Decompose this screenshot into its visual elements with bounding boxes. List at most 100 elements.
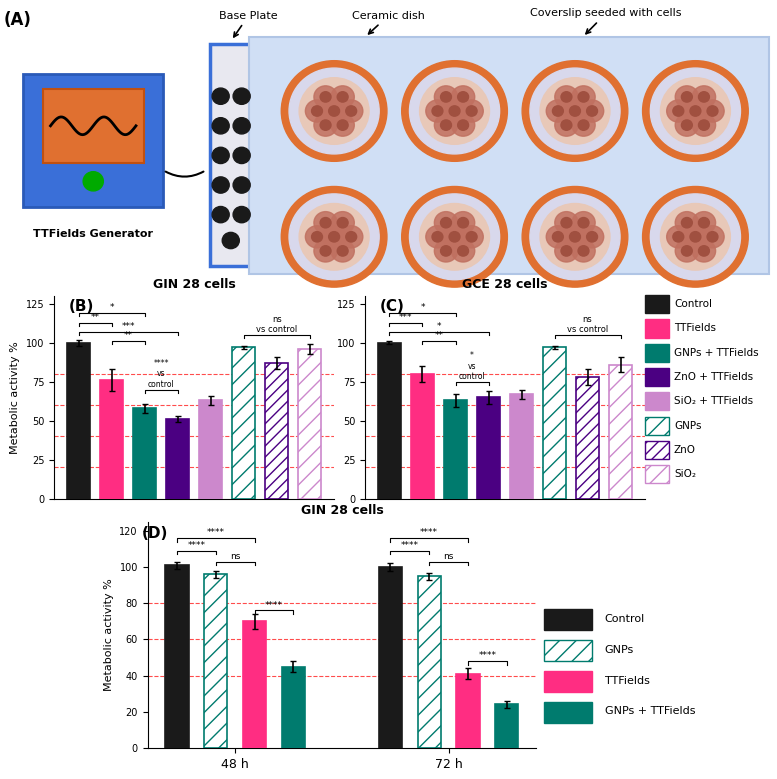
Bar [510,394,533,499]
Circle shape [337,217,348,228]
Circle shape [451,212,475,234]
Text: *: * [437,322,441,331]
FancyBboxPatch shape [645,368,669,386]
Circle shape [643,61,748,161]
Text: ****: **** [479,651,497,660]
Text: TTFields: TTFields [674,323,716,333]
Text: **: ** [91,312,99,322]
Circle shape [522,61,628,161]
Circle shape [530,194,620,280]
Circle shape [555,114,578,136]
Circle shape [555,240,578,262]
Circle shape [530,68,620,154]
Circle shape [692,240,716,262]
Text: (B): (B) [68,299,94,314]
Bar [444,400,467,499]
Circle shape [673,106,684,116]
FancyBboxPatch shape [249,37,769,274]
Text: ZnO: ZnO [674,445,696,455]
Bar [199,400,222,499]
Circle shape [540,78,610,144]
Bar [477,397,500,499]
Circle shape [402,186,507,287]
FancyBboxPatch shape [645,393,669,411]
Circle shape [578,245,589,256]
Text: ns: ns [444,552,454,561]
Circle shape [434,240,458,262]
Bar [576,377,599,499]
FancyBboxPatch shape [544,671,592,692]
Circle shape [699,245,709,256]
Text: (C): (C) [379,299,405,314]
Bar [543,347,566,499]
Circle shape [434,212,458,234]
FancyBboxPatch shape [645,295,669,313]
Circle shape [570,231,580,242]
Circle shape [409,194,500,280]
Circle shape [458,92,469,102]
Circle shape [707,231,718,242]
Text: ****: **** [420,528,438,538]
Text: TTFields: TTFields [605,675,650,686]
Text: SiO₂ + TTFields: SiO₂ + TTFields [674,397,753,407]
Circle shape [432,106,443,116]
Circle shape [458,120,469,130]
Title: GIN 28 cells: GIN 28 cells [153,277,235,291]
Circle shape [451,114,475,136]
Text: Control: Control [605,614,645,624]
Circle shape [305,226,329,248]
Text: **: ** [124,331,133,340]
Circle shape [546,226,570,248]
FancyBboxPatch shape [645,465,669,483]
Circle shape [441,92,451,102]
Circle shape [434,86,458,108]
Circle shape [681,120,692,130]
Circle shape [684,100,707,122]
Circle shape [675,114,699,136]
Circle shape [305,100,329,122]
Circle shape [578,92,589,102]
Circle shape [312,231,322,242]
Bar [166,566,189,748]
Text: *
vs
control: * vs control [458,351,486,381]
Circle shape [572,240,595,262]
Circle shape [561,120,572,130]
Text: ****
vs
control: **** vs control [148,359,175,389]
Circle shape [212,118,229,134]
Title: GIN 28 cells: GIN 28 cells [301,503,383,516]
Bar [232,347,256,499]
Circle shape [233,118,250,134]
Circle shape [331,240,354,262]
Circle shape [572,114,595,136]
Bar [166,419,190,499]
Bar [298,349,322,499]
Y-axis label: Metabolic activity %: Metabolic activity % [10,341,20,453]
Circle shape [561,217,572,228]
Circle shape [667,226,690,248]
Circle shape [212,88,229,104]
Circle shape [650,194,740,280]
Circle shape [212,147,229,164]
Circle shape [443,226,466,248]
Circle shape [667,100,690,122]
Circle shape [707,106,718,116]
Circle shape [320,120,331,130]
Circle shape [572,212,595,234]
FancyBboxPatch shape [544,640,592,661]
Text: (A): (A) [4,11,32,29]
Circle shape [299,78,369,144]
Circle shape [578,217,589,228]
Text: Coverslip seeded with cells: Coverslip seeded with cells [531,9,681,33]
Text: ***: *** [121,322,135,331]
Circle shape [322,100,346,122]
FancyBboxPatch shape [645,441,669,459]
Circle shape [289,194,379,280]
Text: ZnO + TTFields: ZnO + TTFields [674,372,753,382]
Circle shape [443,100,466,122]
Circle shape [320,245,331,256]
Circle shape [340,226,363,248]
Bar [378,343,401,499]
Text: ****: **** [401,541,419,550]
Circle shape [580,226,604,248]
Circle shape [449,231,460,242]
